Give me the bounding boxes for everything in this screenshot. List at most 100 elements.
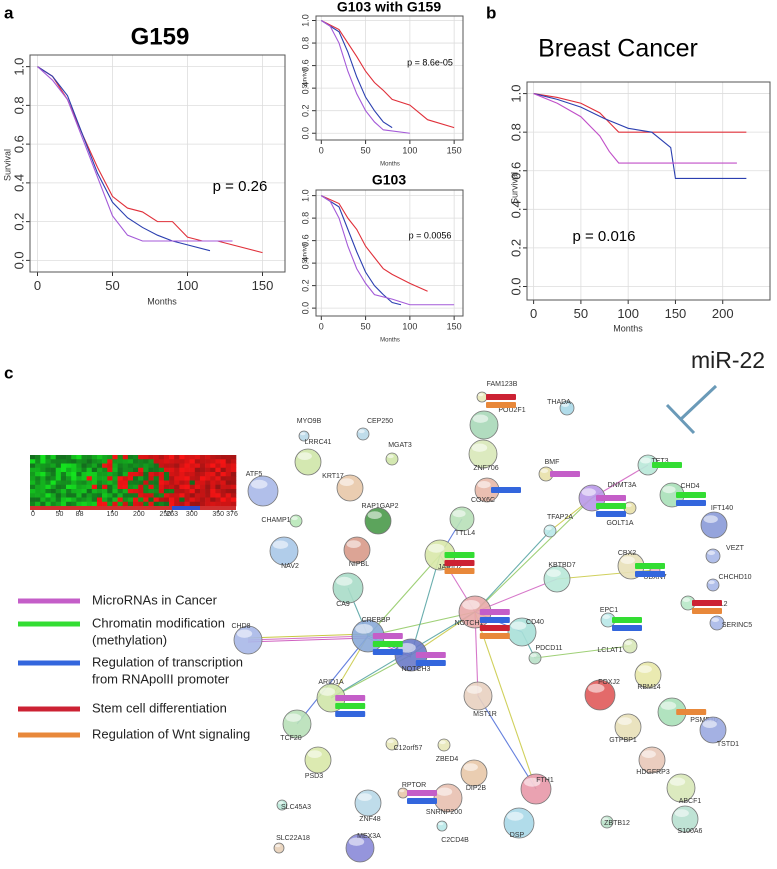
y-tick-label: 1.0 — [300, 14, 310, 27]
heatmap-cell — [127, 489, 134, 494]
heatmap-cell — [133, 484, 139, 490]
node-label: CHAMP1 — [261, 517, 290, 524]
heatmap-cell — [127, 476, 134, 481]
heatmap-cell — [30, 463, 36, 469]
heatmap-cell — [148, 467, 154, 473]
heatmap-cell — [50, 489, 57, 494]
heatmap-cell — [169, 472, 175, 477]
node-label: NAV2 — [281, 563, 299, 570]
node-highlight — [620, 556, 635, 565]
heatmap-cell — [148, 480, 154, 486]
legend-label: from RNApolII promoter — [92, 671, 230, 686]
heatmap-cell — [153, 459, 160, 464]
x-tick-label: 0 — [34, 278, 41, 293]
heatmap-cell — [174, 476, 180, 481]
heatmap-cell — [50, 484, 57, 490]
heatmap-cell — [158, 493, 165, 498]
heatmap-cell — [169, 493, 175, 498]
heatmap-cell — [71, 480, 77, 486]
heatmap-cell — [50, 467, 57, 473]
heatmap-cell — [122, 501, 129, 507]
survival-curve — [533, 93, 747, 133]
heatmap-cell — [199, 463, 206, 469]
heatmap-cell — [55, 484, 62, 490]
heatmap-cell — [225, 501, 232, 507]
heatmap-cell — [81, 489, 87, 494]
heatmap-cell — [86, 489, 93, 494]
node-highlight — [640, 457, 651, 464]
p-value: p = 0.0056 — [409, 230, 452, 240]
heatmap-cell — [55, 459, 62, 464]
heatmap-cell — [148, 493, 154, 498]
y-axis-label: Survival — [2, 149, 12, 181]
heatmap-cell — [230, 480, 237, 486]
heatmap-cell — [169, 455, 175, 460]
heatmap-cell — [220, 476, 226, 481]
node-label: ZBED4 — [436, 756, 459, 763]
node-label: IFT140 — [711, 505, 733, 512]
heatmap-cell — [194, 484, 201, 490]
heatmap-cell — [179, 459, 185, 464]
node-highlight — [438, 822, 444, 826]
heatmap-cell — [112, 455, 118, 460]
heatmap-cell — [194, 489, 201, 494]
heatmap-cell — [122, 476, 129, 481]
heatmap-cell — [45, 476, 51, 481]
heatmap-cell — [230, 459, 237, 464]
heatmap-cell — [81, 501, 87, 507]
heatmap-cell — [179, 493, 185, 498]
heatmap-cell — [153, 484, 160, 490]
term-bar — [486, 402, 516, 408]
heatmap-cell — [189, 484, 196, 490]
heatmap-cell — [225, 467, 232, 473]
heatmap-cell — [220, 455, 226, 460]
heatmap-tick-label: 88 — [76, 511, 84, 518]
heatmap-cell — [189, 501, 196, 507]
heatmap-cell — [199, 472, 206, 477]
heatmap-cell — [40, 455, 46, 460]
heatmap-cell — [148, 472, 154, 477]
legend-label: Chromatin modification — [92, 615, 225, 630]
heatmap-cell — [102, 497, 108, 503]
node-highlight — [439, 740, 446, 745]
heatmap-cell — [122, 484, 129, 490]
legend-label: MicroRNAs in Cancer — [92, 592, 218, 607]
heatmap-cell — [107, 459, 113, 464]
heatmap-cell — [86, 497, 93, 503]
heatmap-cell — [210, 463, 216, 469]
heatmap-cell — [35, 489, 41, 494]
heatmap-cell — [210, 489, 216, 494]
node-label: SNRNP200 — [426, 809, 462, 816]
heatmap-strip — [172, 506, 200, 510]
heatmap-cell — [230, 493, 237, 498]
heatmap-cell — [86, 480, 93, 486]
heatmap-cell — [40, 501, 46, 507]
heatmap-cell — [184, 459, 190, 464]
heatmap-cell — [143, 484, 149, 490]
heatmap-cell — [158, 463, 165, 469]
x-tick-label: 150 — [665, 306, 687, 321]
heatmap-cell — [153, 493, 160, 498]
node-highlight — [625, 503, 632, 508]
heatmap-cell — [138, 455, 144, 460]
heatmap-cell — [127, 497, 134, 503]
heatmap-cell — [127, 493, 134, 498]
heatmap-cell — [91, 476, 98, 481]
node-label: GOLT1A — [606, 520, 633, 527]
heatmap-cell — [107, 497, 113, 503]
heatmap-cell — [163, 484, 170, 490]
node-highlight — [702, 720, 717, 729]
heatmap-cell — [215, 493, 221, 498]
y-tick-label: 0.2 — [11, 213, 26, 231]
heatmap-cell — [45, 493, 51, 498]
node-label: CREBBP — [362, 617, 391, 624]
heatmap-cell — [45, 489, 51, 494]
heatmap-cell — [96, 493, 103, 498]
heatmap-cell — [225, 493, 232, 498]
node-highlight — [275, 844, 281, 848]
term-bar — [415, 652, 446, 658]
survival-curve — [533, 93, 737, 164]
heatmap-cell — [40, 472, 46, 477]
x-tick-label: 0 — [319, 146, 324, 156]
node-label: CBX2 — [618, 550, 636, 557]
